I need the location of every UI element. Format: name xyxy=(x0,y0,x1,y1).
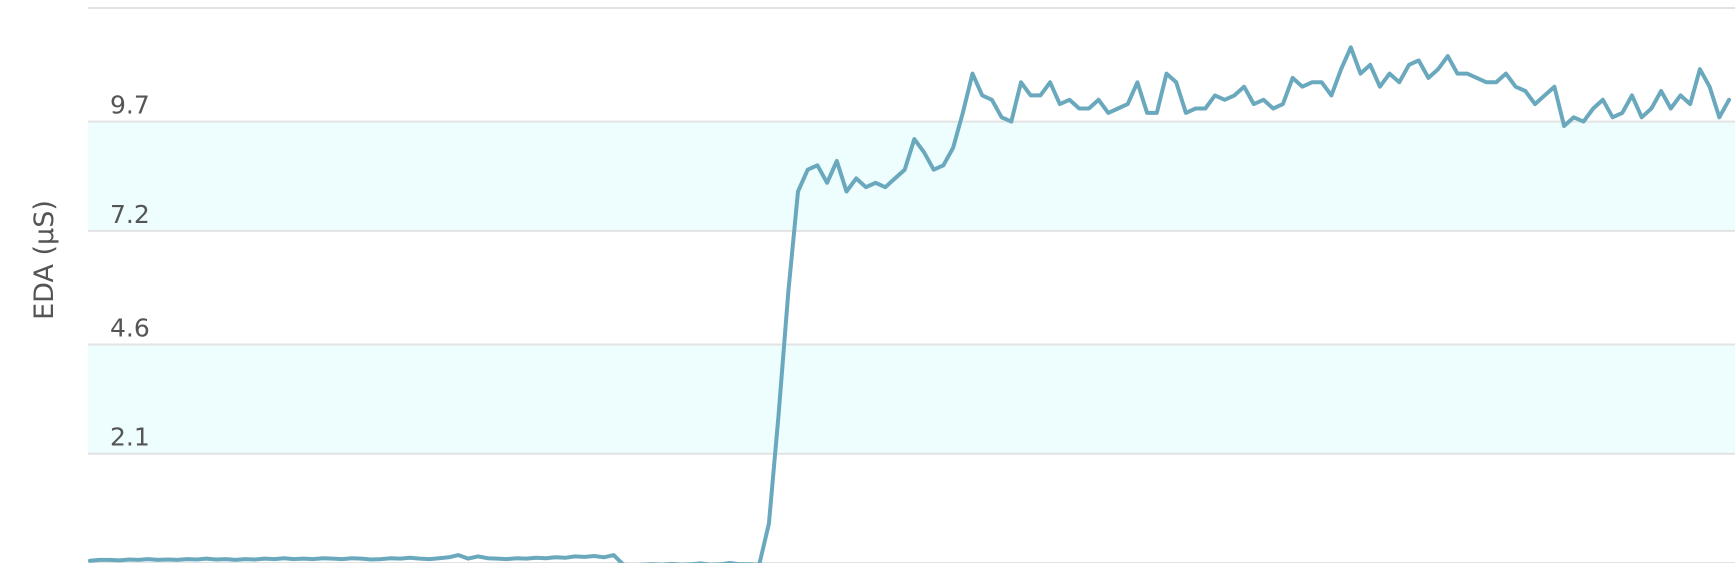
background-bands xyxy=(88,121,1735,454)
y-tick-label: 9.7 xyxy=(110,91,150,120)
y-tick-label: 4.6 xyxy=(110,313,150,342)
eda-series-line xyxy=(88,45,1731,568)
y-tick-labels: 2.1 4.6 7.2 9.7 xyxy=(110,91,150,452)
background-band xyxy=(88,121,1735,231)
y-axis-title: EDA (µS) xyxy=(29,200,60,320)
y-tick-label: 2.1 xyxy=(110,423,150,452)
gridlines xyxy=(88,7,1735,564)
series-layer xyxy=(88,45,1731,568)
background-band xyxy=(88,344,1735,454)
y-tick-label: 7.2 xyxy=(110,200,150,229)
